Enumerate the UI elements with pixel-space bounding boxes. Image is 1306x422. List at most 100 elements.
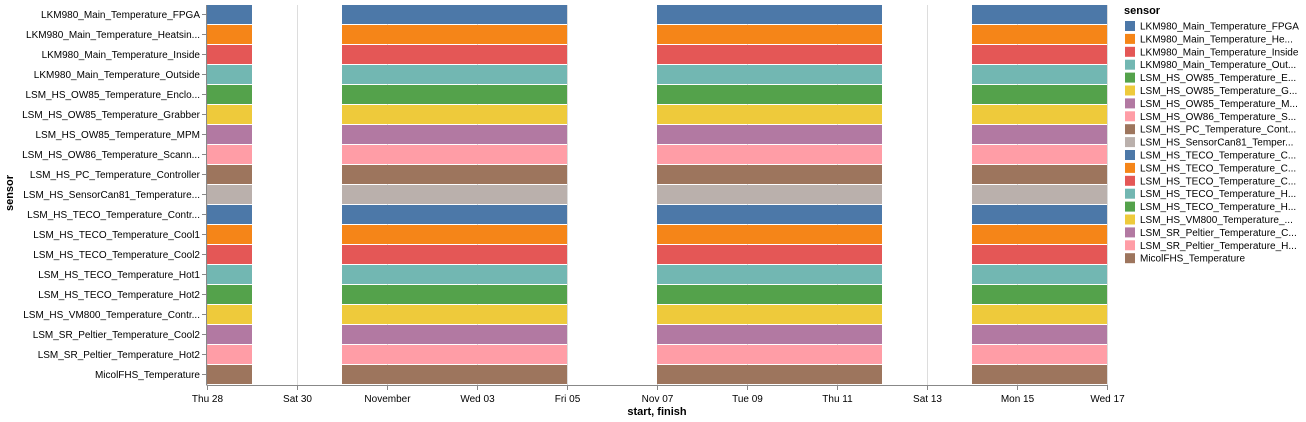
legend-label: LSM_HS_TECO_Temperature_C... bbox=[1140, 176, 1296, 187]
legend-swatch bbox=[1125, 59, 1135, 70]
x-tick-label: Tue 09 bbox=[732, 394, 763, 405]
legend-swatch bbox=[1125, 201, 1135, 212]
bar bbox=[342, 105, 567, 124]
bar bbox=[972, 205, 1107, 224]
legend-swatch bbox=[1125, 46, 1135, 57]
bar bbox=[342, 165, 567, 184]
bar bbox=[342, 85, 567, 104]
legend-label: LSM_HS_TECO_Temperature_C... bbox=[1140, 151, 1296, 162]
bar bbox=[342, 365, 567, 384]
bar bbox=[657, 145, 882, 164]
bar bbox=[207, 5, 252, 24]
bar bbox=[972, 285, 1107, 304]
bar bbox=[972, 325, 1107, 344]
legend-label: LSM_HS_TECO_Temperature_H... bbox=[1140, 202, 1296, 213]
bar bbox=[972, 185, 1107, 204]
y-tick-label: LSM_HS_TECO_Temperature_Hot2 bbox=[38, 290, 200, 301]
bar bbox=[342, 65, 567, 84]
legend: sensor LKM980_Main_Temperature_FPGALKM98… bbox=[1124, 5, 1299, 265]
y-tick-label: LKM980_Main_Temperature_FPGA bbox=[41, 10, 200, 21]
bar bbox=[657, 245, 882, 264]
bar bbox=[657, 185, 882, 204]
x-tick-label: November bbox=[364, 394, 411, 405]
y-tick-label: LSM_HS_VM800_Temperature_Contr... bbox=[23, 310, 200, 321]
x-tick-label: Wed 03 bbox=[460, 394, 495, 405]
y-tick-label: LSM_HS_TECO_Temperature_Cool1 bbox=[33, 230, 200, 241]
legend-label: LSM_HS_OW85_Temperature_M... bbox=[1140, 99, 1298, 110]
x-tick-label: Sat 30 bbox=[283, 394, 312, 405]
y-tick-label: LSM_SR_Peltier_Temperature_Cool2 bbox=[33, 330, 201, 341]
x-tick-label: Thu 28 bbox=[192, 394, 224, 405]
bar bbox=[342, 245, 567, 264]
legend-label: LSM_HS_PC_Temperature_Cont... bbox=[1140, 125, 1296, 136]
bar bbox=[207, 45, 252, 64]
bar bbox=[972, 365, 1107, 384]
bar bbox=[342, 145, 567, 164]
x-axis-title: start, finish bbox=[627, 406, 687, 418]
axes: start, finish sensor Thu 28 Sat 30 Novembe… bbox=[4, 5, 1125, 418]
bar bbox=[342, 265, 567, 284]
bar bbox=[207, 125, 252, 144]
bar bbox=[207, 345, 252, 364]
legend-swatch bbox=[1125, 111, 1135, 122]
legend-label: MicolFHS_Temperature bbox=[1140, 254, 1245, 265]
bar bbox=[207, 165, 252, 184]
bar bbox=[657, 225, 882, 244]
bar bbox=[342, 45, 567, 64]
y-tick-label: LSM_HS_TECO_Temperature_Contr... bbox=[27, 210, 200, 221]
legend-label: LSM_HS_OW86_Temperature_S... bbox=[1140, 112, 1296, 123]
bar bbox=[207, 205, 252, 224]
y-axis-title: sensor bbox=[4, 174, 16, 211]
legend-label: LSM_HS_VM800_Temperature_... bbox=[1140, 215, 1293, 226]
legend-swatch bbox=[1125, 72, 1135, 83]
y-tick-label: LKM980_Main_Temperature_Heatsin... bbox=[26, 30, 200, 41]
x-tick-label: Mon 15 bbox=[1001, 394, 1035, 405]
bar bbox=[972, 165, 1107, 184]
x-tick-label: Thu 11 bbox=[822, 394, 853, 405]
bar bbox=[657, 105, 882, 124]
bar bbox=[972, 5, 1107, 24]
legend-label: LSM_HS_TECO_Temperature_H... bbox=[1140, 189, 1296, 200]
bar bbox=[207, 225, 252, 244]
bar bbox=[657, 265, 882, 284]
legend-label: LSM_SR_Peltier_Temperature_H... bbox=[1140, 241, 1297, 252]
legend-swatch bbox=[1125, 124, 1135, 135]
bar bbox=[972, 305, 1107, 324]
legend-swatch bbox=[1125, 188, 1135, 199]
y-tick-label: LSM_HS_PC_Temperature_Controller bbox=[30, 170, 201, 181]
bar bbox=[972, 245, 1107, 264]
bar bbox=[342, 225, 567, 244]
bar bbox=[657, 305, 882, 324]
bar bbox=[207, 245, 252, 264]
bar bbox=[657, 165, 882, 184]
bar bbox=[207, 185, 252, 204]
bar bbox=[342, 185, 567, 204]
bar bbox=[207, 365, 252, 384]
legend-swatch bbox=[1125, 21, 1135, 31]
y-tick-label: LKM980_Main_Temperature_Inside bbox=[42, 50, 201, 61]
bar bbox=[342, 345, 567, 364]
legend-label: LKM980_Main_Temperature_Inside bbox=[1140, 47, 1299, 58]
bar bbox=[972, 145, 1107, 164]
bar bbox=[657, 85, 882, 104]
y-tick-label: MicolFHS_Temperature bbox=[95, 370, 200, 381]
bar bbox=[207, 105, 252, 124]
legend-swatch bbox=[1125, 150, 1135, 160]
bar bbox=[207, 265, 252, 284]
bar bbox=[972, 45, 1107, 64]
bar bbox=[207, 25, 252, 44]
bar bbox=[657, 285, 882, 304]
legend-label: LSM_SR_Peltier_Temperature_C... bbox=[1140, 228, 1297, 239]
bar bbox=[972, 125, 1107, 144]
y-tick-label: LSM_HS_TECO_Temperature_Cool2 bbox=[33, 250, 200, 261]
bar bbox=[207, 325, 252, 344]
legend-label: LSM_HS_SensorCan81_Temper... bbox=[1140, 138, 1293, 149]
bar bbox=[342, 5, 567, 24]
bar bbox=[207, 285, 252, 304]
x-tick-label: Wed 17 bbox=[1090, 394, 1125, 405]
legend-swatch bbox=[1125, 175, 1135, 186]
legend-swatch bbox=[1125, 98, 1135, 109]
legend-swatch bbox=[1125, 33, 1135, 44]
bar bbox=[657, 365, 882, 384]
legend-swatch bbox=[1125, 137, 1135, 148]
